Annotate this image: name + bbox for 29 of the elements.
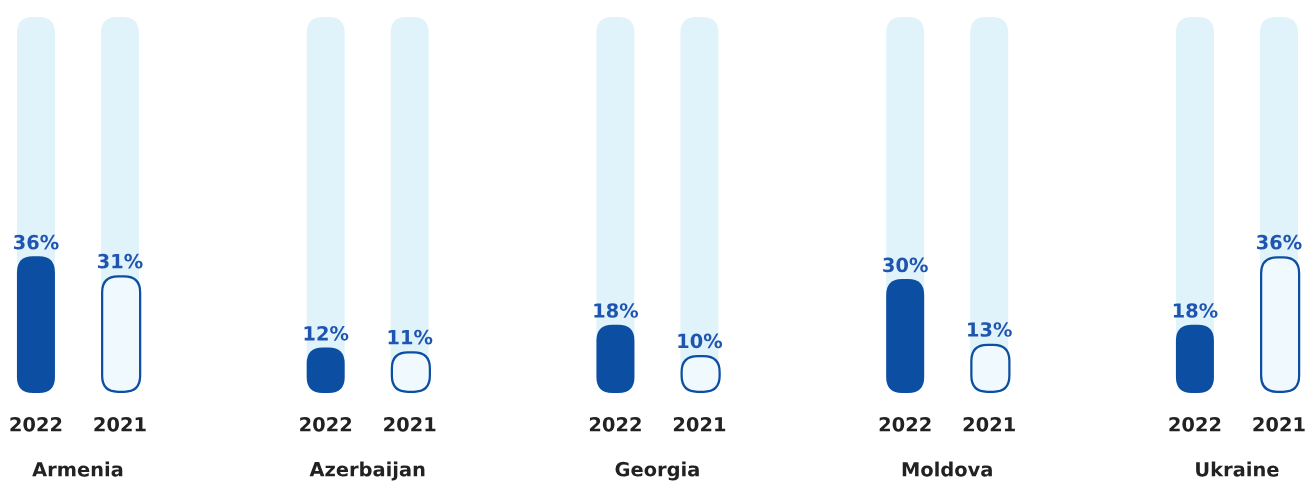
x-tick-label: Azerbaijan [309, 461, 425, 481]
data-label: 18% [594, 303, 639, 318]
data-label: 18% [1173, 303, 1218, 318]
data-label: 12% [304, 325, 349, 341]
text: 2022 [300, 416, 352, 432]
text: 2021 [94, 416, 146, 432]
bar [1175, 324, 1214, 393]
text: 2021 [673, 416, 726, 432]
bar [596, 324, 635, 393]
data-label: 13% [968, 322, 1012, 337]
data-label: 11% [388, 329, 433, 345]
data-label: 36% [1256, 234, 1302, 250]
x-tick-label: Armenia [32, 461, 123, 477]
text: 2021 [1253, 416, 1305, 432]
data-label: 30% [883, 257, 928, 273]
text: 2021 [384, 416, 436, 432]
bar [886, 279, 925, 393]
bar [101, 275, 142, 393]
text: 2022 [10, 416, 62, 432]
data-label: 10% [678, 333, 723, 349]
text: 2022 [879, 416, 931, 432]
x-tick-label: Ukraine [1196, 461, 1279, 477]
series-label: 2021 [963, 416, 1015, 432]
x-tick-label: Georgia [615, 461, 699, 481]
text: 2022 [1169, 416, 1221, 432]
data-label: 36% [13, 234, 59, 250]
series-label: 2022 [589, 416, 641, 432]
data-label: 31% [97, 253, 143, 269]
x-tick-label: Moldova [902, 461, 992, 477]
